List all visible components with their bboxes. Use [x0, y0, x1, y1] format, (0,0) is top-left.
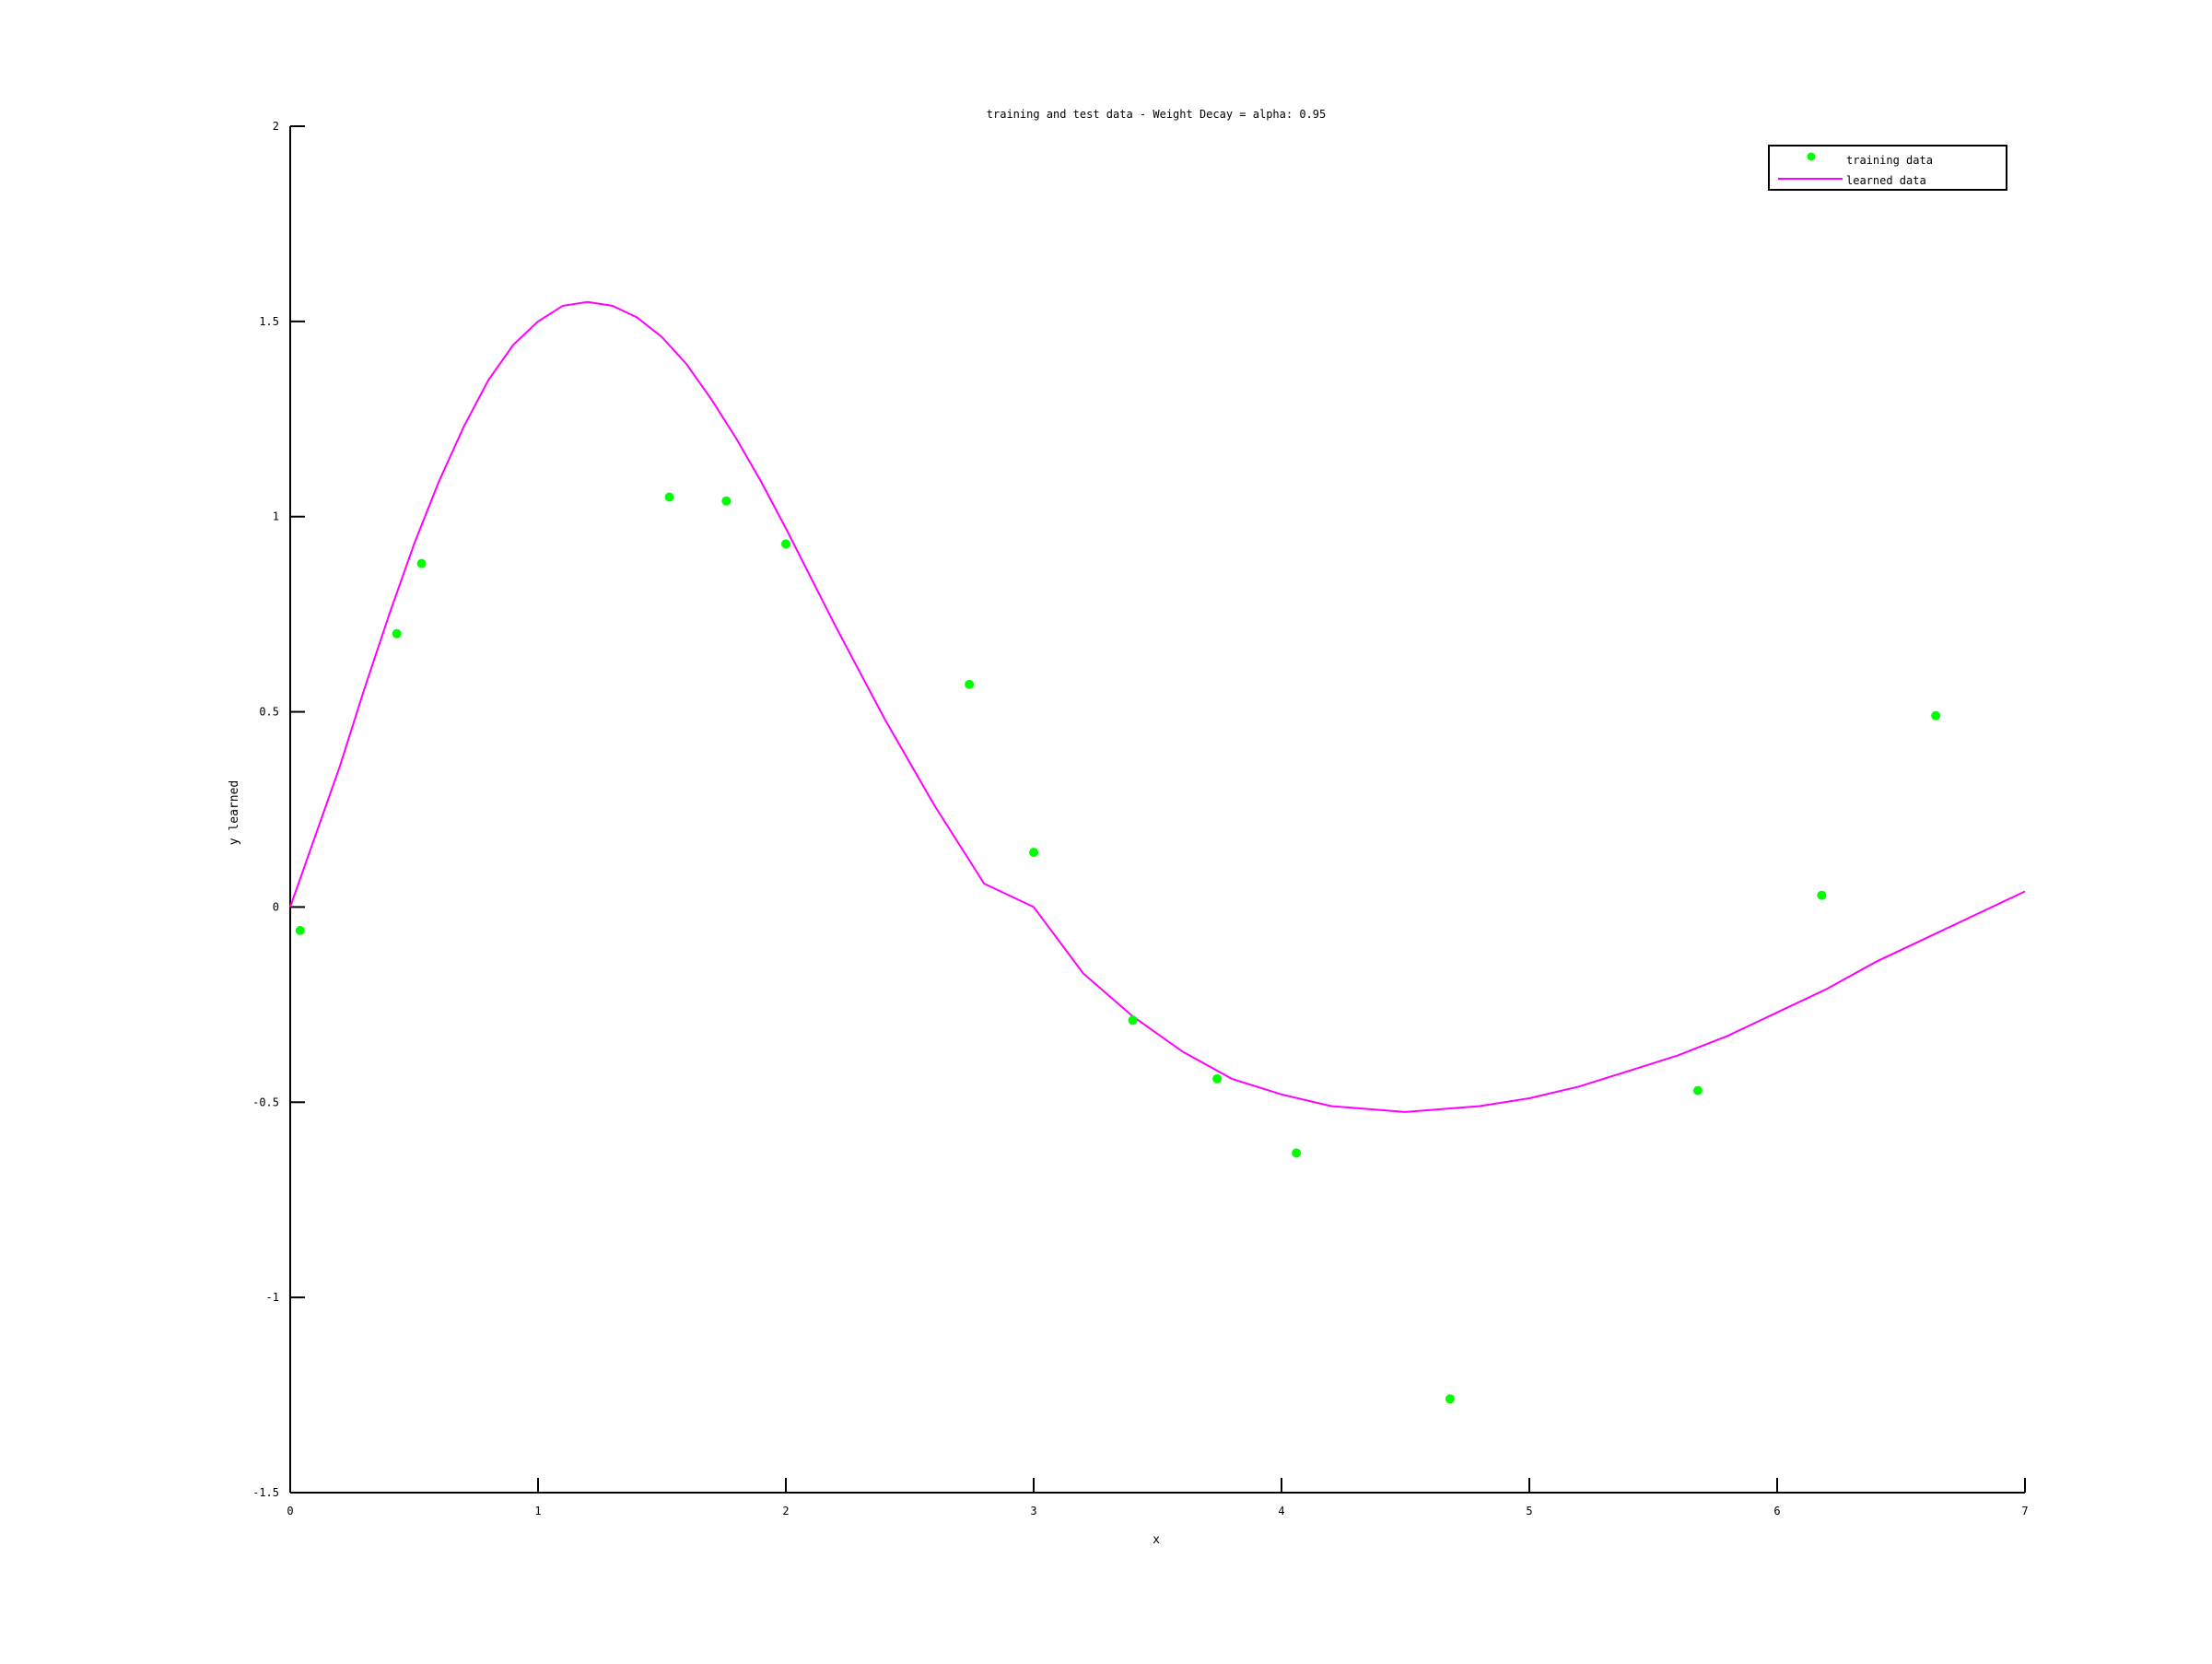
y-tick-label: 2: [273, 120, 279, 133]
y-tick-label: 1.5: [259, 315, 279, 328]
training-data-series: [295, 492, 1941, 1404]
legend-label-learned: learned data: [1846, 174, 1926, 187]
training-data-point: [965, 679, 975, 689]
training-data-point: [1817, 890, 1827, 900]
y-tick-label: -1: [266, 1291, 279, 1304]
training-data-point: [1445, 1394, 1455, 1404]
training-data-point: [781, 539, 790, 549]
training-data-point: [1029, 848, 1038, 858]
x-axis-label: x: [1153, 1533, 1160, 1547]
legend-label-training: training data: [1846, 154, 1933, 167]
learned-data-line: [289, 300, 2026, 1113]
y-tick-label: -1.5: [252, 1486, 279, 1499]
chart-title: training and test data - Weight Decay = …: [987, 108, 1326, 121]
legend: training data learned data: [1768, 145, 2007, 191]
y-tick-label: 0.5: [259, 706, 279, 719]
training-data-point: [416, 558, 427, 568]
training-data-point: [1692, 1085, 1703, 1096]
legend-marker-training: [1807, 152, 1816, 161]
x-tick-label: 0: [287, 1505, 293, 1518]
training-data-point: [1128, 1015, 1138, 1025]
training-data-point: [664, 492, 674, 502]
axes: [289, 126, 2025, 1494]
x-tick-label: 1: [534, 1505, 541, 1518]
training-data-point: [295, 925, 305, 935]
y-tick-label: -0.5: [252, 1096, 279, 1108]
y-axis-label: y learned: [228, 780, 241, 845]
x-tick-label: 4: [1278, 1505, 1284, 1518]
x-tick-label: 2: [782, 1505, 789, 1518]
learned-data-series: [289, 300, 2026, 1113]
training-data-point: [721, 496, 731, 506]
training-data-point: [1931, 710, 1941, 721]
legend-box: [1768, 145, 2007, 191]
x-tick-label: 6: [1773, 1505, 1780, 1518]
training-data-point: [1212, 1073, 1223, 1084]
x-tick-label: 5: [1526, 1505, 1532, 1518]
training-data-point: [392, 628, 402, 639]
y-tick-label: 0: [273, 900, 279, 913]
tick-marks: 0 1 2 3 4 5 6 7 -1.5 -1 -0.5 0 0.5 1 1.5 2: [252, 120, 2029, 1518]
x-tick-label: 3: [1030, 1505, 1036, 1518]
x-tick-label: 7: [2021, 1505, 2028, 1518]
training-data-point: [1292, 1148, 1302, 1158]
y-tick-label: 1: [273, 510, 279, 523]
